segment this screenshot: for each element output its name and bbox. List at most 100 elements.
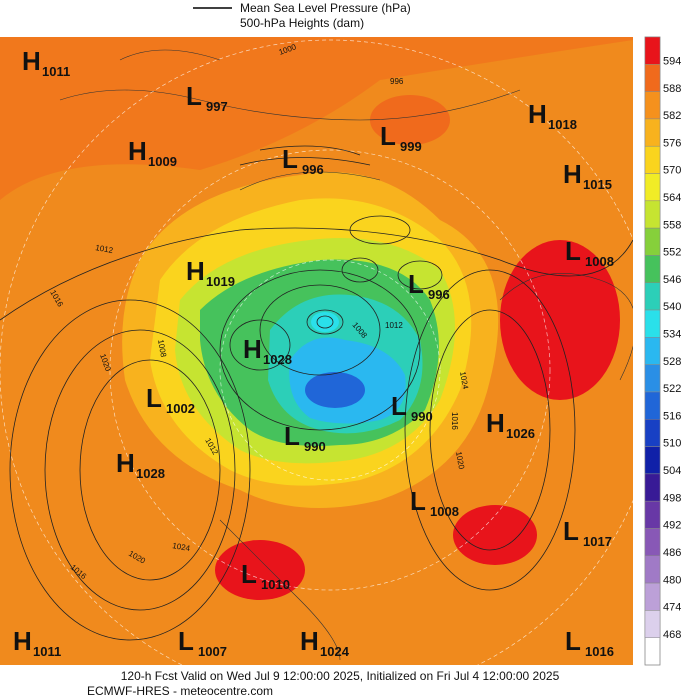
colorbar-swatch bbox=[644, 446, 661, 475]
isobar-label: 1016 bbox=[450, 412, 459, 430]
system-letter: H bbox=[116, 448, 135, 478]
pressure-system: H 1018 bbox=[528, 99, 577, 132]
colorbar-label: 480 bbox=[663, 574, 681, 586]
colorbar-swatch bbox=[644, 419, 661, 447]
system-value: 1009 bbox=[148, 154, 177, 169]
isobar-label: 1012 bbox=[95, 243, 115, 255]
colorbar-swatch bbox=[644, 282, 661, 311]
pressure-system: L 1008 bbox=[410, 486, 459, 519]
colorbar-label: 582 bbox=[663, 110, 681, 122]
system-value: 1028 bbox=[136, 466, 165, 481]
pressure-system: L 990 bbox=[391, 391, 433, 424]
colorbar-swatch bbox=[644, 391, 661, 420]
colorbar-label: 552 bbox=[663, 247, 681, 259]
pressure-system: H 1009 bbox=[128, 136, 177, 169]
pressure-system: H 1026 bbox=[486, 408, 535, 441]
colorbar-label: 558 bbox=[663, 219, 681, 231]
system-letter: H bbox=[243, 334, 262, 364]
pressure-system: L 1002 bbox=[146, 383, 195, 416]
pressure-system: L 990 bbox=[284, 421, 326, 454]
system-letter: L bbox=[565, 236, 581, 266]
system-letter: L bbox=[408, 269, 424, 299]
colorbar-swatch bbox=[644, 309, 661, 338]
colorbar-swatch bbox=[644, 255, 661, 283]
pressure-system: H 1028 bbox=[116, 448, 165, 481]
system-letter: L bbox=[282, 144, 298, 174]
colorbar-label: 564 bbox=[663, 192, 681, 204]
system-letter: H bbox=[128, 136, 147, 166]
colorbar-label: 510 bbox=[663, 438, 681, 450]
colorbar-label: 570 bbox=[663, 165, 681, 177]
colorbar-swatch bbox=[644, 64, 661, 92]
system-letter: H bbox=[22, 46, 41, 76]
colorbar-label: 540 bbox=[663, 301, 681, 313]
system-value: 1011 bbox=[33, 644, 61, 659]
colorbar-swatch bbox=[644, 528, 661, 557]
legend-item: 500-hPa Heights (dam) bbox=[240, 16, 364, 30]
pressure-system: L 1007 bbox=[178, 626, 227, 659]
colorbar-label: 492 bbox=[663, 520, 681, 532]
colorbar-label: 534 bbox=[663, 329, 681, 341]
pressure-system: L 996 bbox=[408, 269, 450, 302]
colorbar-swatch bbox=[644, 610, 661, 638]
isobar-label: 996 bbox=[390, 77, 404, 86]
system-value: 1010 bbox=[261, 577, 290, 592]
isobar-label: 1012 bbox=[385, 321, 403, 330]
system-letter: H bbox=[300, 626, 319, 656]
map-field bbox=[0, 37, 633, 665]
system-value: 996 bbox=[428, 287, 450, 302]
colorbar-swatch bbox=[644, 337, 661, 365]
system-value: 1008 bbox=[430, 504, 459, 519]
footer-line: ECMWF-HRES - meteocentre.com bbox=[87, 684, 273, 698]
colorbar: 594 588 582 576 570 564 558 552 546 540 534 528 522 5… bbox=[644, 36, 681, 666]
system-value: 1018 bbox=[548, 117, 577, 132]
system-letter: L bbox=[241, 559, 257, 589]
system-letter: L bbox=[186, 81, 202, 111]
pressure-system: L 1016 bbox=[565, 626, 614, 659]
pressure-system: H 1024 bbox=[300, 626, 350, 659]
system-value: 1024 bbox=[320, 644, 350, 659]
colorbar-swatch bbox=[644, 91, 661, 120]
footer-line: 120-h Fcst Valid on Wed Jul 9 12:00:00 2… bbox=[121, 669, 560, 683]
pressure-system: L 997 bbox=[186, 81, 228, 114]
colorbar-swatch bbox=[644, 582, 661, 611]
colorbar-label: 474 bbox=[663, 602, 681, 614]
colorbar-label: 516 bbox=[663, 410, 681, 422]
system-value: 1026 bbox=[506, 426, 535, 441]
isobar-label: 1024 bbox=[458, 371, 470, 391]
system-value: 990 bbox=[304, 439, 326, 454]
system-value: 1016 bbox=[585, 644, 614, 659]
system-letter: L bbox=[391, 391, 407, 421]
colorbar-swatch bbox=[644, 555, 661, 584]
colorbar-swatch bbox=[644, 145, 661, 174]
colorbar-label: 594 bbox=[663, 55, 681, 67]
pressure-system: L 999 bbox=[380, 121, 422, 154]
system-value: 1019 bbox=[206, 274, 235, 289]
pressure-system: H 1019 bbox=[186, 256, 235, 289]
system-letter: L bbox=[410, 486, 426, 516]
system-letter: L bbox=[563, 516, 579, 546]
colorbar-swatch bbox=[644, 36, 661, 65]
system-letter: L bbox=[284, 421, 300, 451]
system-letter: L bbox=[146, 383, 162, 413]
system-value: 1002 bbox=[166, 401, 195, 416]
colorbar-label: 486 bbox=[663, 547, 681, 559]
system-value: 997 bbox=[206, 99, 228, 114]
system-value: 1028 bbox=[263, 352, 292, 367]
system-letter: H bbox=[486, 408, 505, 438]
colorbar-label: 498 bbox=[663, 492, 681, 504]
colorbar-label: 468 bbox=[663, 629, 681, 641]
colorbar-swatch bbox=[644, 500, 661, 529]
pressure-system: H 1028 bbox=[243, 334, 292, 367]
system-letter: H bbox=[13, 626, 32, 656]
colorbar-label: 522 bbox=[663, 383, 681, 395]
pressure-system: H 1011 bbox=[22, 46, 70, 79]
system-letter: H bbox=[528, 99, 547, 129]
isobar-label: 1008 bbox=[156, 339, 168, 359]
pressure-system: L 1008 bbox=[565, 236, 614, 269]
colorbar-label: 546 bbox=[663, 274, 681, 286]
colorbar-swatch bbox=[644, 473, 661, 502]
system-value: 999 bbox=[400, 139, 422, 154]
